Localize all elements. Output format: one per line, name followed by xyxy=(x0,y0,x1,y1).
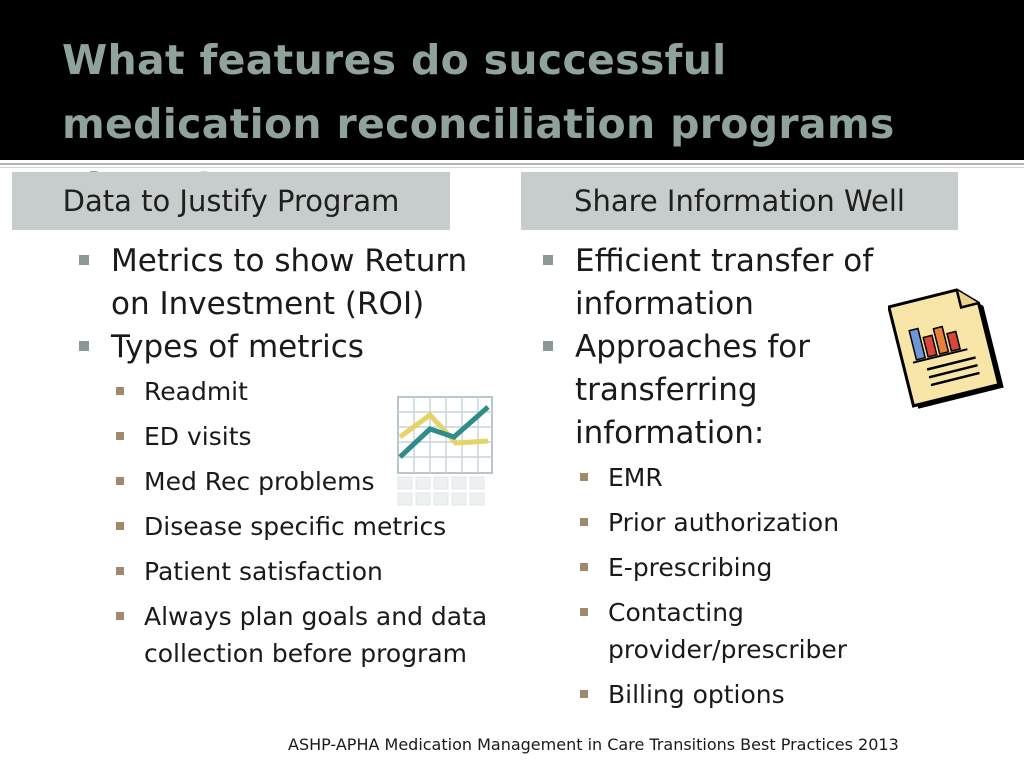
right-subbullet: Prior authorization xyxy=(576,504,910,541)
right-subbullet: E-prescribing xyxy=(576,549,910,586)
divider-line xyxy=(0,163,1024,165)
left-subbullet: Readmit xyxy=(112,373,506,410)
report-document-icon xyxy=(886,282,1006,410)
right-bullet-approaches: Approaches for transferring information: xyxy=(540,326,910,455)
left-bullet-types-of-metrics: Types of metrics xyxy=(76,326,506,369)
citation-footer: ASHP-APHA Medication Management in Care … xyxy=(288,735,899,754)
right-subbullet: EMR xyxy=(576,459,910,496)
left-subbullet: Always plan goals and data collection be… xyxy=(112,598,506,672)
line-chart-icon xyxy=(396,395,496,520)
slide-title: What features do successful medication r… xyxy=(62,36,895,212)
left-bullet-list: Metrics to show Return on Investment (RO… xyxy=(76,240,506,672)
left-subbullet: Disease specific metrics xyxy=(112,508,506,545)
left-subbullet: ED visits xyxy=(112,418,506,455)
right-column-header: Share Information Well xyxy=(521,172,958,230)
left-subbullet: Med Rec problems xyxy=(112,463,506,500)
right-subbullet: Contacting provider/prescriber xyxy=(576,594,910,668)
left-subbullet: Patient satisfaction xyxy=(112,553,506,590)
right-bullet-efficient-transfer: Efficient transfer of information xyxy=(540,240,910,326)
right-bullet-list: Efficient transfer of information Approa… xyxy=(540,240,910,713)
title-bar: What features do successful medication r… xyxy=(0,0,1024,212)
right-subbullet: Billing options xyxy=(576,676,910,713)
left-bullet-roi: Metrics to show Return on Investment (RO… xyxy=(76,240,506,326)
left-column-header: Data to Justify Program xyxy=(12,172,450,230)
divider-line-thin xyxy=(0,167,1024,168)
